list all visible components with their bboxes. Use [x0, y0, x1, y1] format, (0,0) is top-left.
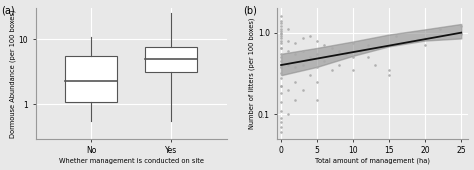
Point	[284, 28, 292, 31]
Point	[335, 64, 343, 66]
Point	[364, 56, 371, 58]
Point	[277, 72, 285, 74]
Point	[299, 37, 307, 40]
Point	[349, 56, 357, 58]
Point	[313, 52, 321, 55]
Point	[277, 109, 285, 112]
Point	[277, 39, 285, 42]
X-axis label: Whether management is conducted on site: Whether management is conducted on site	[59, 158, 204, 164]
Point	[284, 88, 292, 91]
Point	[277, 92, 285, 95]
Point	[371, 64, 379, 66]
Point	[313, 80, 321, 83]
Point	[342, 52, 350, 55]
Point	[277, 59, 285, 62]
Point	[299, 64, 307, 66]
Point	[277, 19, 285, 22]
Point	[385, 68, 393, 71]
Point	[277, 131, 285, 133]
X-axis label: Total amount of management (ha): Total amount of management (ha)	[316, 158, 430, 164]
Point	[277, 37, 285, 40]
Point	[292, 52, 299, 55]
Text: (a): (a)	[1, 6, 15, 16]
Point	[277, 76, 285, 79]
Point	[292, 41, 299, 44]
Point	[436, 28, 443, 31]
Point	[299, 88, 307, 91]
Text: (b): (b)	[243, 6, 257, 16]
Point	[356, 49, 364, 52]
Point	[277, 30, 285, 32]
Y-axis label: Dormouse Abundance (per 100 boxes): Dormouse Abundance (per 100 boxes)	[9, 9, 16, 138]
Point	[313, 39, 321, 42]
Point	[277, 56, 285, 58]
Point	[277, 15, 285, 17]
Point	[284, 49, 292, 52]
Point	[320, 59, 328, 62]
Point	[457, 33, 465, 36]
Point	[292, 98, 299, 101]
Point	[328, 68, 335, 71]
Point	[306, 74, 314, 76]
Point	[277, 41, 285, 44]
Point	[277, 52, 285, 55]
Point	[306, 35, 314, 38]
Point	[292, 80, 299, 83]
Point	[277, 25, 285, 28]
Point	[277, 33, 285, 36]
Point	[277, 65, 285, 68]
Point	[349, 68, 357, 71]
Point	[313, 98, 321, 101]
Point	[277, 47, 285, 49]
Point	[320, 44, 328, 47]
Point	[284, 39, 292, 42]
Point	[284, 64, 292, 66]
Point	[421, 37, 429, 40]
Point	[277, 65, 285, 68]
Point	[392, 35, 400, 38]
Point	[284, 113, 292, 115]
Point	[299, 49, 307, 52]
Point	[313, 65, 321, 68]
Point	[349, 41, 357, 44]
Point	[385, 74, 393, 76]
Point	[277, 125, 285, 128]
Point	[292, 65, 299, 68]
Point	[407, 39, 415, 42]
Point	[277, 85, 285, 88]
Point	[335, 49, 343, 52]
Point	[277, 116, 285, 119]
Bar	[65, 56, 117, 102]
Point	[277, 121, 285, 123]
Point	[328, 47, 335, 49]
Y-axis label: Number of litters (per 100 boxes): Number of litters (per 100 boxes)	[248, 18, 255, 129]
Point	[421, 44, 429, 47]
Point	[277, 101, 285, 104]
Point	[277, 47, 285, 49]
Point	[277, 28, 285, 31]
Point	[277, 35, 285, 38]
Point	[277, 31, 285, 34]
Point	[457, 25, 465, 28]
Point	[277, 85, 285, 88]
Point	[277, 22, 285, 25]
Bar	[145, 47, 197, 72]
Point	[364, 44, 371, 47]
Point	[306, 56, 314, 58]
